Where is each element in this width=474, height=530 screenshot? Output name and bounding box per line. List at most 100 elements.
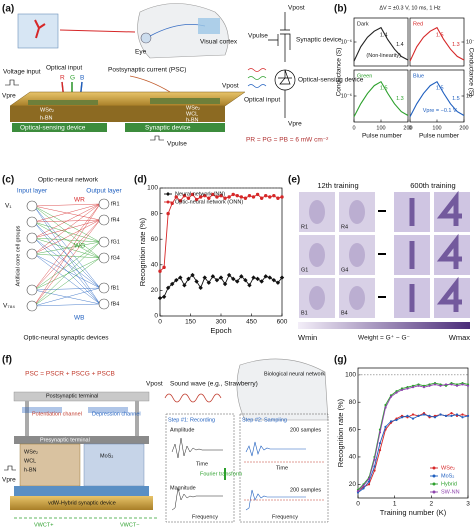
wmin-label: Wmin bbox=[298, 333, 317, 342]
data-point bbox=[255, 276, 260, 282]
synapse bbox=[33, 253, 101, 305]
data-point bbox=[247, 283, 252, 288]
data-point bbox=[395, 391, 398, 394]
wcl-label: WCL bbox=[24, 458, 36, 464]
vpre-label: Vpre bbox=[2, 93, 16, 100]
annotation: 1.3 bbox=[396, 96, 404, 102]
output-node bbox=[98, 214, 110, 226]
data-point bbox=[271, 277, 277, 283]
legend-marker bbox=[432, 474, 436, 478]
pre-terminal-label: Presynaptic terminal bbox=[40, 437, 90, 443]
panel-label: (c) bbox=[2, 175, 14, 186]
wcl: WCL bbox=[186, 111, 198, 117]
training-12-label: 12th training bbox=[317, 181, 358, 190]
data-point bbox=[198, 195, 203, 199]
data-point bbox=[280, 195, 284, 199]
data-point bbox=[433, 383, 437, 386]
data-point bbox=[275, 280, 281, 285]
data-point bbox=[182, 193, 187, 198]
data-line bbox=[159, 193, 283, 272]
data-point bbox=[433, 416, 437, 419]
x-tick-label: 2 bbox=[430, 501, 434, 508]
data-point bbox=[243, 277, 248, 283]
legend-label: SW-NN bbox=[441, 489, 460, 495]
synapse bbox=[33, 237, 101, 243]
data-point bbox=[417, 384, 420, 387]
hybrid-device-illustration bbox=[4, 391, 159, 519]
output-label: fG1 bbox=[111, 239, 120, 245]
optical-input-label: Optical input bbox=[46, 65, 82, 72]
panel-label: (a) bbox=[2, 4, 14, 15]
x-tick-label: 200 bbox=[459, 125, 468, 131]
data-point bbox=[444, 414, 448, 417]
y-tick-label: 60 bbox=[349, 426, 357, 433]
synapse bbox=[33, 257, 101, 307]
legend-marker bbox=[166, 192, 170, 196]
x-tick-label: 200 bbox=[403, 125, 412, 131]
weight-b: WB bbox=[74, 315, 84, 322]
output-layer-label: Output layer bbox=[86, 188, 122, 195]
input-node bbox=[26, 300, 38, 312]
bio-label: Biological neural network bbox=[264, 371, 325, 377]
x-tick-label: 300 bbox=[216, 319, 227, 326]
circuit-synaptic: Synaptic device bbox=[296, 37, 342, 44]
f-vpost: Vpost bbox=[146, 381, 163, 388]
data-point bbox=[194, 197, 199, 202]
x-tick-label: 100 bbox=[432, 125, 441, 131]
data-point bbox=[198, 285, 203, 291]
x-axis-label: Pulse number bbox=[419, 133, 460, 140]
digit-shape bbox=[436, 190, 462, 226]
sound-head-illustration bbox=[164, 358, 329, 523]
data-point bbox=[178, 275, 183, 280]
data-point bbox=[235, 279, 240, 284]
data-point bbox=[239, 274, 244, 279]
input-node bbox=[26, 232, 38, 244]
synapse bbox=[33, 219, 101, 307]
y-axis-label: Recognition rate (%) bbox=[138, 217, 147, 286]
data-point bbox=[439, 384, 442, 387]
y-axis-label: Conductance (S) bbox=[467, 48, 474, 97]
data-point bbox=[272, 193, 276, 198]
data-point bbox=[268, 195, 272, 199]
input-v1: V₁ bbox=[5, 203, 12, 210]
synapse bbox=[33, 203, 101, 291]
step2-label: Step #2: Sampling bbox=[242, 417, 287, 423]
head-illustration bbox=[17, 3, 229, 59]
data-point bbox=[276, 196, 280, 200]
output-label: fR1 bbox=[111, 201, 120, 207]
data-point bbox=[190, 272, 195, 278]
weight-map bbox=[434, 235, 470, 275]
network-title: Optic-neural network bbox=[38, 177, 99, 184]
data-point bbox=[367, 477, 371, 480]
data-point bbox=[466, 384, 470, 387]
data-point bbox=[362, 487, 365, 490]
data-point bbox=[158, 269, 162, 273]
data-line bbox=[353, 26, 409, 62]
data-point bbox=[186, 196, 191, 200]
data-point bbox=[362, 484, 365, 487]
tile-label: B4 bbox=[341, 310, 348, 316]
legend-label: Hybrid bbox=[441, 481, 457, 487]
data-point bbox=[219, 193, 223, 198]
y-tick-label: 60 bbox=[151, 236, 159, 243]
synapse bbox=[33, 253, 101, 289]
annotation: 1.5 bbox=[436, 86, 444, 92]
data-point bbox=[223, 196, 227, 200]
wse2-label: WSe₂ bbox=[24, 449, 38, 455]
weight-label: Weight = G⁺ − G⁻ bbox=[358, 335, 410, 342]
input-node bbox=[26, 200, 38, 212]
data-point bbox=[214, 277, 220, 283]
data-point bbox=[194, 279, 199, 284]
data-point bbox=[400, 388, 404, 391]
output-label: fB4 bbox=[111, 301, 119, 307]
legend-label: MoS₂ bbox=[441, 473, 454, 479]
data-point bbox=[222, 281, 228, 287]
synapse bbox=[33, 241, 101, 291]
data-point bbox=[239, 195, 244, 199]
data-point bbox=[231, 192, 235, 197]
input-node bbox=[26, 284, 38, 296]
synapse bbox=[33, 241, 101, 307]
data-point bbox=[455, 384, 459, 387]
data-point bbox=[186, 276, 191, 282]
network-diagram bbox=[26, 198, 110, 312]
